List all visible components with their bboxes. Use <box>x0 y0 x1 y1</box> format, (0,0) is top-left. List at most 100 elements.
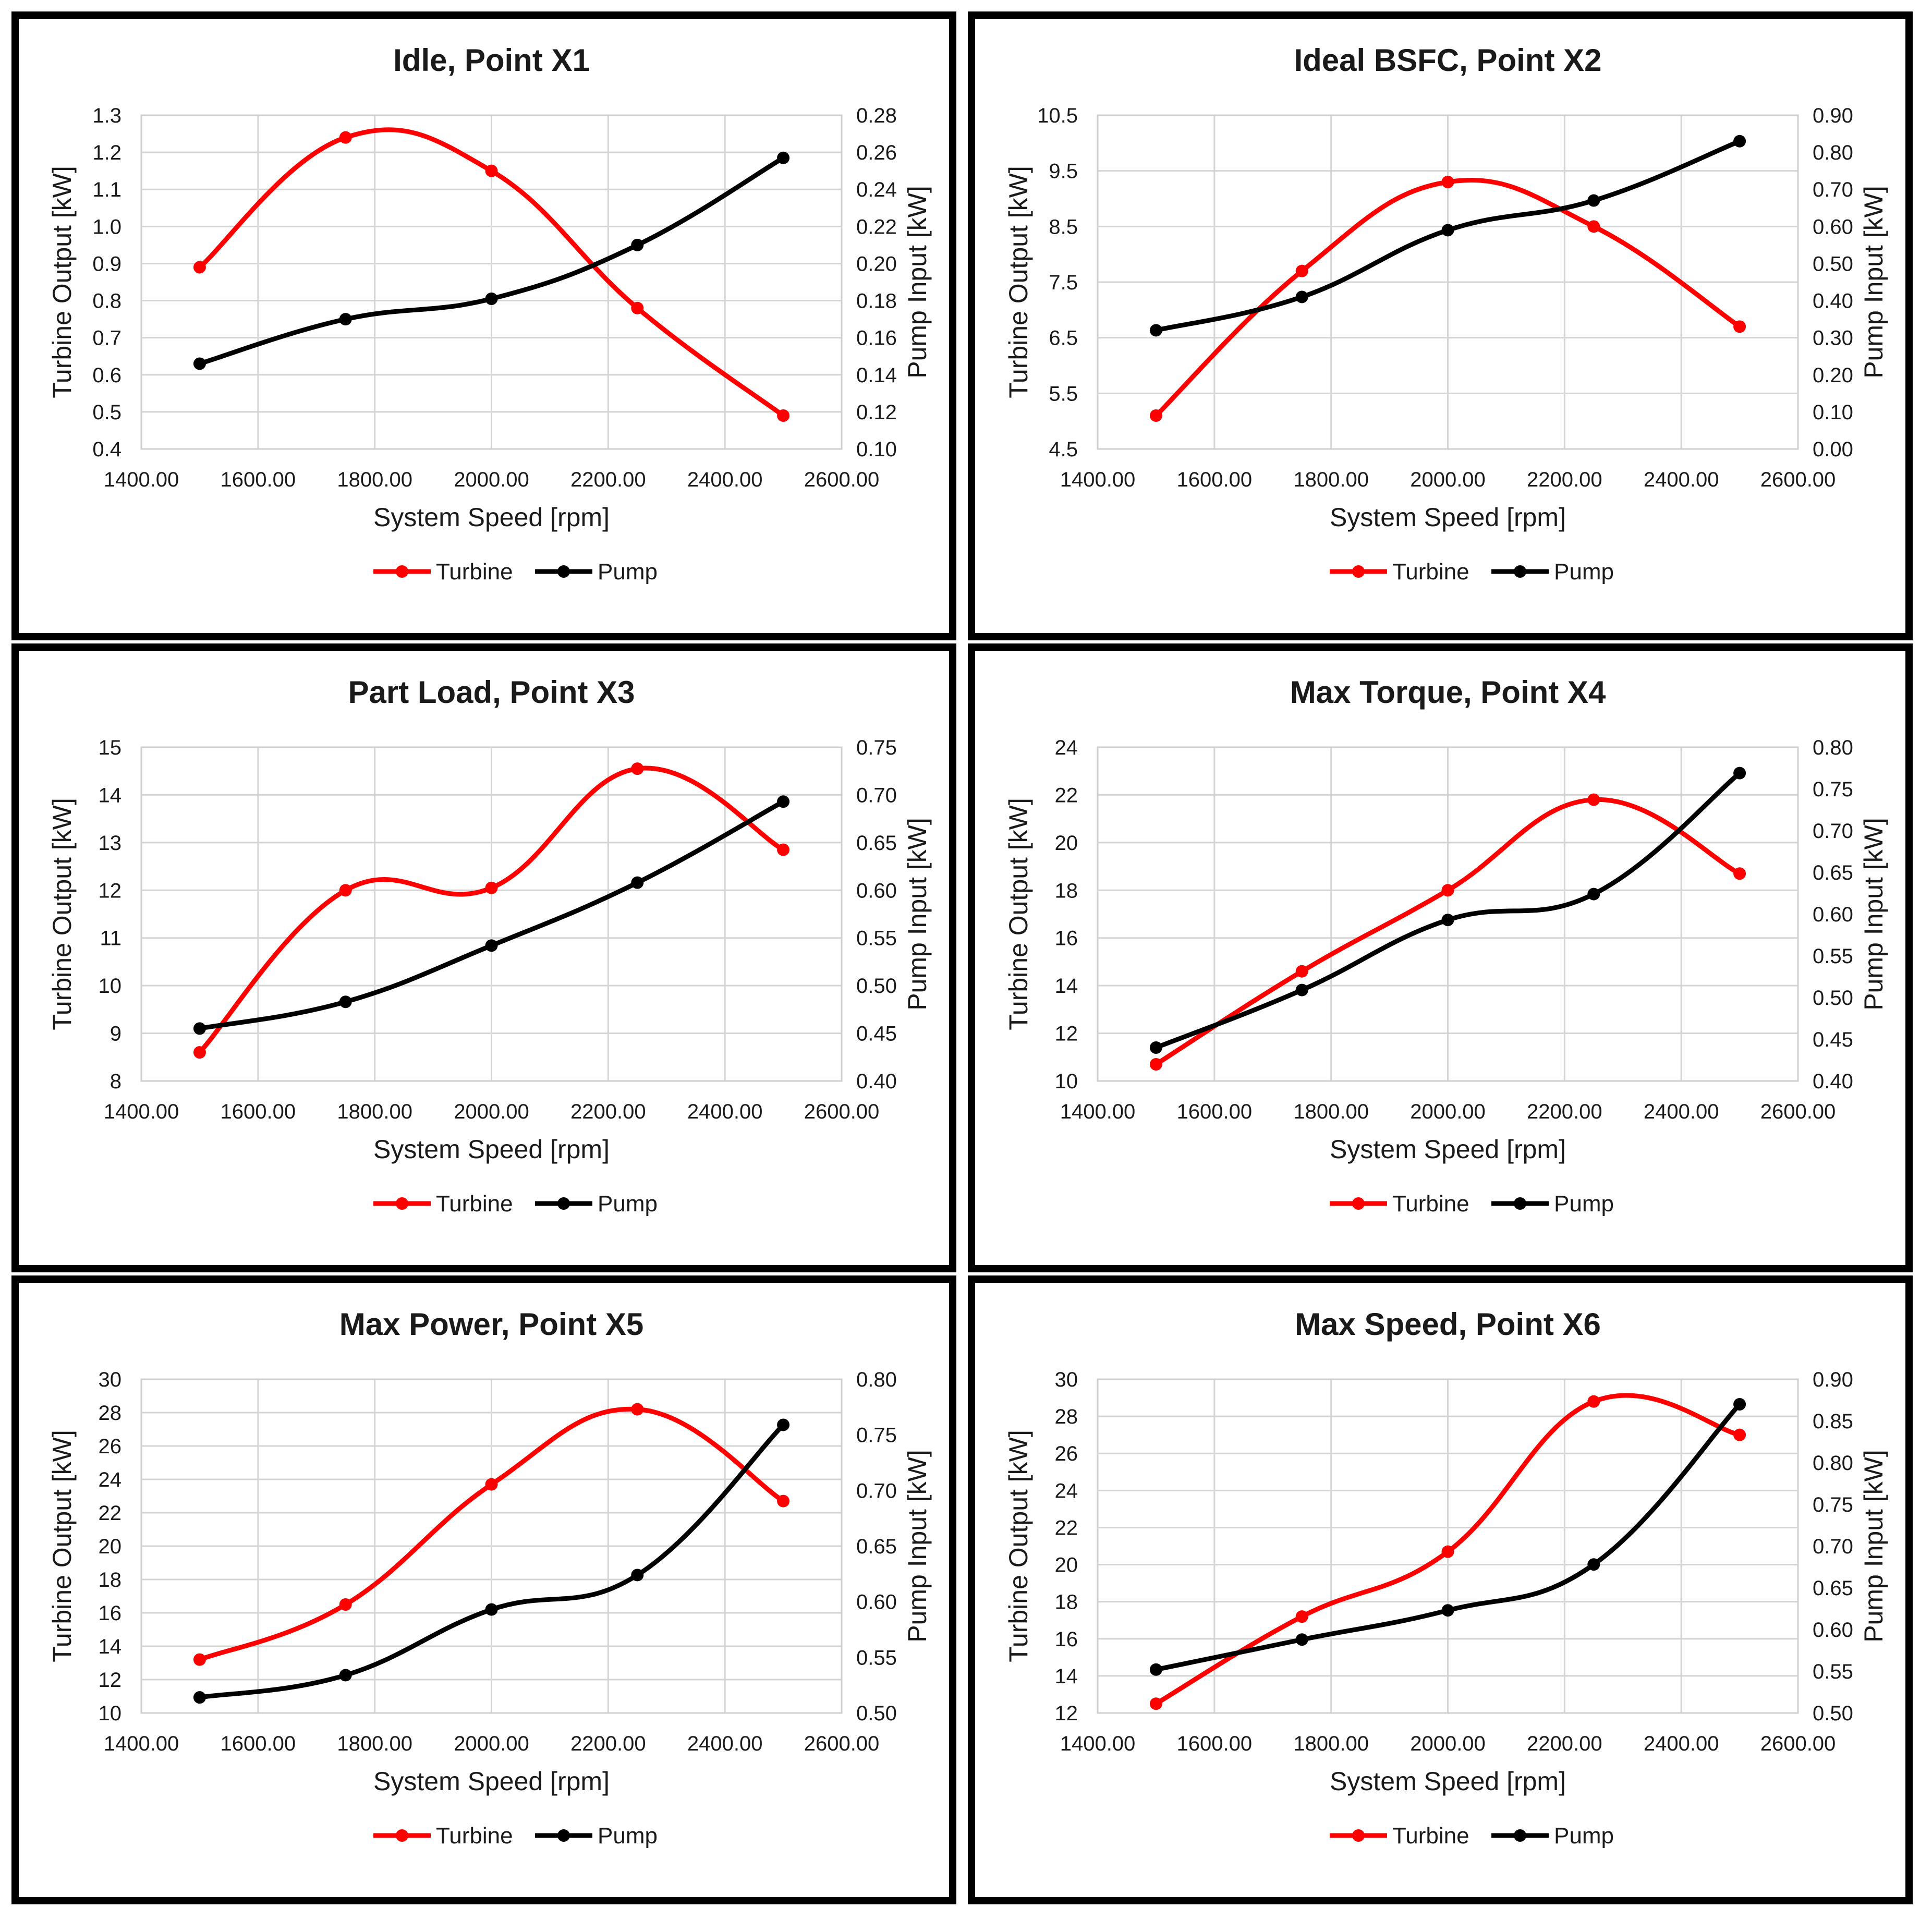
y-tick-label: 30 <box>1055 1368 1078 1391</box>
turbine-data-point <box>339 884 352 897</box>
plot-frame <box>140 746 843 1082</box>
turbine-data-point <box>631 762 644 775</box>
x-tick-label: 2400.00 <box>687 468 763 491</box>
y-tick-label: 0.7 <box>92 327 121 350</box>
turbine-data-point <box>485 881 498 894</box>
legend-label-pump: Pump <box>1554 1823 1614 1849</box>
y-tick-label: 1.3 <box>92 104 121 127</box>
y-axis-label: Turbine Output [kW] <box>1004 166 1033 398</box>
y2-tick-label: 0.40 <box>1813 290 1853 313</box>
legend-label-turbine: Turbine <box>436 559 513 585</box>
y2-tick-label: 0.55 <box>1813 945 1853 968</box>
y-tick-label: 24 <box>1055 736 1078 759</box>
x-tick-label: 1600.00 <box>1177 1100 1253 1123</box>
y2-axis-label: Pump Input [kW] <box>903 818 932 1011</box>
pump-data-point <box>1149 1041 1162 1054</box>
pump-data-point <box>193 1022 206 1035</box>
chart-title: Max Speed, Point X6 <box>1295 1307 1601 1342</box>
y2-tick-label: 0.40 <box>1813 1070 1853 1093</box>
turbine-data-point <box>1733 320 1746 333</box>
plot-frame <box>140 114 843 450</box>
y2-tick-label: 0.50 <box>856 975 897 998</box>
y2-tick-label: 0.70 <box>1813 820 1853 843</box>
pump-data-point <box>1295 290 1308 303</box>
x-tick-label: 1600.00 <box>221 1732 296 1755</box>
pump-data-point <box>1441 914 1454 927</box>
y2-axis-label: Pump Input [kW] <box>1859 186 1888 379</box>
y-tick-label: 14 <box>99 1635 122 1658</box>
turbine-data-point <box>193 261 206 274</box>
pump-data-point <box>1441 1604 1454 1617</box>
line-chart: Part Load, Point X3 8 9 10 11 12 13 14 15 0.40 0.4… <box>47 675 932 1217</box>
y-tick-label: 5.5 <box>1049 382 1078 405</box>
y-axis-label: Turbine Output [kW] <box>47 798 77 1030</box>
x-axis-label: System Speed [rpm] <box>373 1135 610 1164</box>
turbine-data-point <box>631 301 644 314</box>
pump-data-point <box>1441 224 1454 237</box>
chart-panel-max-power: Max Power, Point X5 10 12 14 16 18 20 22 24 26 28 3… <box>11 1275 956 1904</box>
y2-tick-label: 0.70 <box>1813 178 1853 201</box>
x-tick-label: 2400.00 <box>687 1732 763 1755</box>
y2-tick-label: 0.60 <box>1813 215 1853 238</box>
y-tick-label: 24 <box>1055 1479 1078 1502</box>
y2-tick-label: 0.50 <box>1813 1702 1853 1725</box>
y-tick-label: 0.5 <box>92 401 121 424</box>
turbine-data-point <box>1587 220 1600 233</box>
y-axis-label: Turbine Output [kW] <box>47 166 77 398</box>
x-tick-label: 1400.00 <box>104 468 179 491</box>
y2-tick-label: 0.75 <box>1813 1493 1853 1516</box>
y-tick-label: 10.5 <box>1037 104 1078 127</box>
turbine-data-point <box>777 843 790 856</box>
turbine-data-point <box>1295 264 1308 277</box>
legend-label-pump: Pump <box>1554 559 1614 585</box>
x-tick-label: 1800.00 <box>1293 1100 1369 1123</box>
x-tick-label: 2200.00 <box>1527 1100 1602 1123</box>
y-tick-label: 16 <box>99 1602 122 1625</box>
y-tick-label: 22 <box>1055 1516 1078 1539</box>
turbine-data-point <box>1149 1697 1162 1710</box>
x-tick-label: 1400.00 <box>1060 468 1136 491</box>
y-tick-label: 28 <box>99 1402 122 1425</box>
pump-data-point <box>1587 888 1600 901</box>
turbine-data-point <box>193 1653 206 1666</box>
x-axis-label: System Speed [rpm] <box>373 503 610 532</box>
turbine-data-point <box>485 164 498 177</box>
y2-tick-label: 0.45 <box>1813 1028 1853 1051</box>
legend-marker-pump <box>1514 1829 1526 1842</box>
pump-data-point <box>777 795 790 808</box>
legend-marker-turbine <box>1352 1197 1365 1210</box>
y-tick-label: 9.5 <box>1049 160 1078 183</box>
legend-label-pump: Pump <box>1554 1191 1614 1217</box>
x-tick-label: 2600.00 <box>804 1732 880 1755</box>
turbine-data-point <box>1295 965 1308 978</box>
y2-axis-label: Pump Input [kW] <box>903 1450 932 1643</box>
y-tick-label: 22 <box>1055 784 1078 807</box>
y-tick-label: 0.4 <box>92 438 121 461</box>
y2-tick-label: 0.26 <box>856 141 897 164</box>
pump-data-point <box>1587 194 1600 207</box>
x-tick-label: 2600.00 <box>1760 1100 1836 1123</box>
y2-tick-label: 0.65 <box>856 832 897 855</box>
legend-marker-pump <box>557 1829 570 1842</box>
pump-data-point <box>339 313 352 326</box>
pump-data-point <box>631 876 644 889</box>
y2-tick-label: 0.75 <box>1813 778 1853 801</box>
y-tick-label: 12 <box>99 879 122 902</box>
legend-marker-turbine <box>1352 565 1365 578</box>
x-tick-label: 2200.00 <box>570 1100 646 1123</box>
y2-tick-label: 0.55 <box>1813 1660 1853 1683</box>
x-tick-label: 1400.00 <box>104 1732 179 1755</box>
y-tick-label: 12 <box>1055 1023 1078 1046</box>
x-tick-label: 2400.00 <box>1644 468 1719 491</box>
y2-axis-label: Pump Input [kW] <box>1859 1450 1888 1643</box>
y-tick-label: 30 <box>99 1368 122 1391</box>
x-tick-label: 2200.00 <box>570 468 646 491</box>
y-tick-label: 15 <box>99 736 122 759</box>
y-tick-label: 10 <box>99 975 122 998</box>
y2-axis-label: Pump Input [kW] <box>903 186 932 379</box>
pump-data-point <box>777 151 790 164</box>
y2-tick-label: 0.70 <box>856 784 897 807</box>
legend-marker-pump <box>1514 1197 1526 1210</box>
y2-tick-label: 0.50 <box>856 1702 897 1725</box>
y2-tick-label: 0.60 <box>856 879 897 902</box>
